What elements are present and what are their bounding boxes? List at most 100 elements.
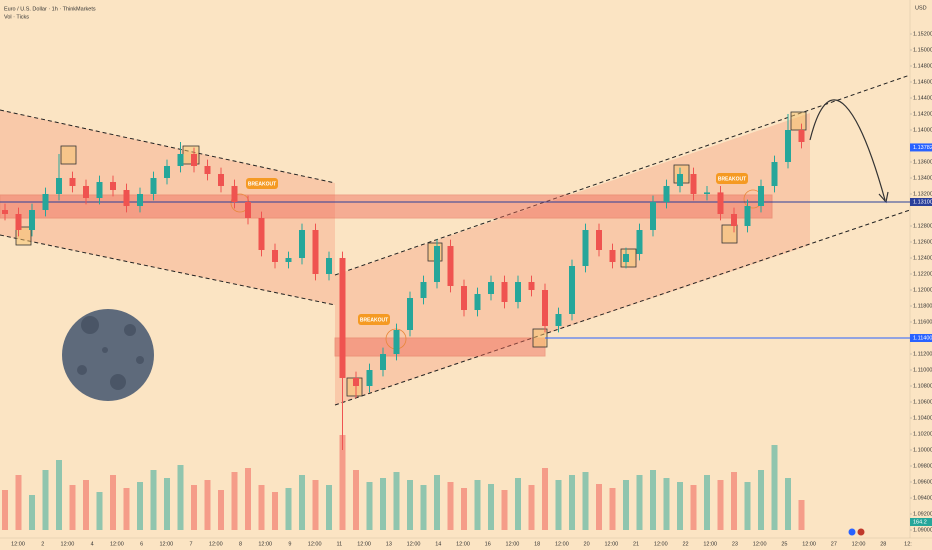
zone: [0, 194, 773, 219]
volume-bar: [488, 484, 494, 530]
y-tick-label: 1.15000: [913, 47, 932, 53]
volume-bar: [285, 488, 292, 530]
volume-bar: [164, 478, 170, 530]
x-tick-label: 12:00: [802, 541, 816, 547]
volume-bar: [366, 482, 373, 530]
x-tick-label: 12:00: [258, 541, 272, 547]
volume-bar: [758, 470, 764, 530]
candle-body: [137, 194, 143, 206]
candle-body: [339, 258, 346, 378]
x-tick-label: 20: [584, 541, 590, 547]
volume-bar: [785, 478, 791, 530]
candle-body: [515, 282, 521, 302]
x-tick-label: 12:00: [209, 541, 223, 547]
x-tick-label: 8: [239, 541, 242, 547]
channel-line: [0, 109, 336, 184]
candle-body: [2, 210, 8, 214]
candle-body: [150, 178, 157, 194]
candle-body: [299, 230, 305, 258]
x-tick-label: 12:: [904, 541, 912, 547]
level-label: 1.13782: [913, 145, 932, 151]
volume-bar: [191, 485, 197, 530]
channel-line: [334, 74, 911, 276]
candle-body: [731, 214, 737, 226]
y-tick-label: 1.14400: [913, 95, 932, 101]
volume-bar: [420, 485, 427, 530]
volume-bar: [663, 478, 670, 530]
channel-fill: [0, 110, 335, 305]
candle-body: [785, 130, 791, 162]
candle-body: [461, 286, 467, 310]
candle-body: [110, 182, 116, 190]
channel-line: [334, 209, 911, 406]
x-tick-label: 28: [880, 541, 886, 547]
x-tick-label: 25: [781, 541, 787, 547]
volume-bar: [2, 490, 8, 530]
y-tick-label: 1.10000: [913, 447, 932, 453]
candle-body: [501, 282, 508, 302]
chart-title: Euro / U.S. Dollar · 1h · ThinkMarkets: [4, 6, 96, 12]
volume-bar: [434, 475, 440, 530]
volume-bar: [15, 475, 22, 530]
volume-bar: [204, 480, 211, 530]
zone: [334, 337, 546, 357]
candle-body: [582, 230, 589, 266]
y-tick-label: 1.10600: [913, 399, 932, 405]
volume-bar: [339, 435, 346, 530]
candle-body: [177, 154, 184, 166]
volume-bar: [231, 472, 238, 530]
candle-body: [231, 186, 238, 202]
annotation: BREAKOUT: [718, 176, 746, 182]
x-tick-label: 12:00: [308, 541, 322, 547]
candle-body: [366, 370, 373, 386]
candle-body: [447, 246, 454, 286]
channel-line: [0, 234, 336, 306]
volume-bar: [326, 485, 332, 530]
breakout-tags: [246, 173, 748, 325]
volume-bar: [461, 488, 467, 530]
volume-bar: [83, 480, 89, 530]
candle-body: [69, 178, 76, 186]
marks: [2, 114, 805, 530]
volume-bar: [677, 482, 683, 530]
y-tick-label: 1.15200: [913, 31, 932, 37]
candle-body: [123, 190, 130, 206]
candle-body: [96, 182, 103, 198]
volume-bar: [650, 470, 656, 530]
volume-bar: [299, 475, 305, 530]
candle-body: [690, 174, 697, 194]
y-tick-label: 1.09200: [913, 511, 932, 517]
y-tick-label: 1.10400: [913, 415, 932, 421]
candle-body: [42, 194, 49, 210]
y-tick-label: 1.12800: [913, 223, 932, 229]
y-tick-label: 1.09600: [913, 479, 932, 485]
volume-bar: [528, 485, 535, 530]
y-tick-label: 1.11600: [913, 319, 932, 325]
candle-body: [29, 210, 35, 230]
candle-body: [744, 206, 751, 226]
candle-body: [488, 282, 494, 294]
candle-body: [83, 186, 89, 198]
candle-body: [272, 250, 278, 262]
x-tick-label: 12:00: [654, 541, 668, 547]
moon-icon: [62, 309, 154, 401]
x-tick-label: 12:00: [703, 541, 717, 547]
candle-body: [555, 314, 562, 326]
candle-body: [312, 230, 319, 274]
candle-body: [218, 174, 224, 186]
volume-bar: [245, 468, 251, 530]
x-tick-label: 12:00: [159, 541, 173, 547]
candle-body: [56, 178, 62, 194]
x-tick-label: 12:00: [852, 541, 866, 547]
candle-body: [677, 174, 683, 186]
candle-body: [258, 218, 265, 250]
candle-body: [717, 192, 724, 214]
volume-bar: [137, 482, 143, 530]
volume-bar: [393, 472, 400, 530]
level-label: 1.11400: [913, 335, 932, 341]
level-label: 1.13100: [913, 199, 932, 205]
volume-bar: [380, 478, 386, 530]
candle-body: [353, 378, 359, 386]
volume-bar: [501, 490, 508, 530]
